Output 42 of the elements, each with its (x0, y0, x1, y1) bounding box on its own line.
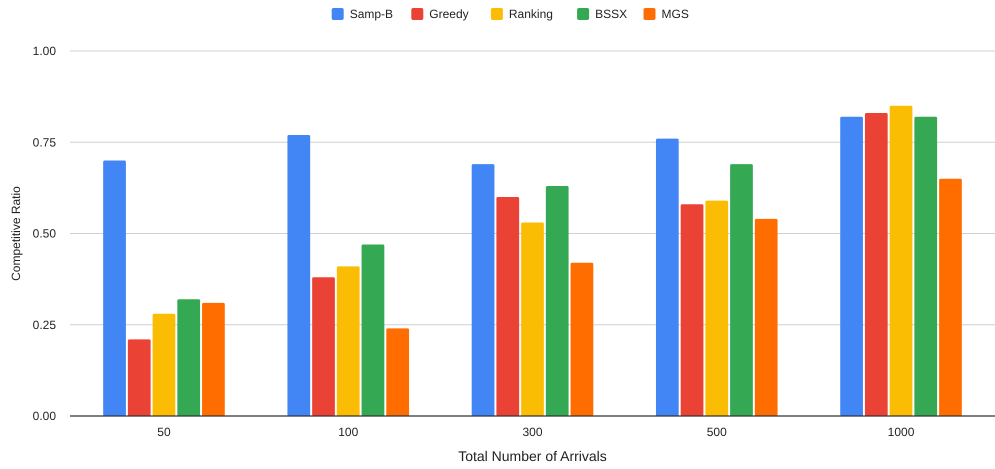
legend-label: Ranking (508, 7, 553, 22)
legend-label: Greedy (429, 7, 469, 22)
bar (546, 186, 569, 416)
x-tick-label: 50 (157, 425, 171, 439)
bar (103, 160, 126, 416)
bar (656, 138, 679, 416)
legend-label: Samp-B (350, 7, 394, 22)
x-tick-label: 300 (522, 425, 543, 439)
y-tick-label: 0.50 (32, 226, 56, 241)
bar (864, 113, 888, 416)
bar (177, 299, 200, 416)
bar (521, 222, 544, 416)
bar (472, 164, 494, 416)
y-axis-title: Competitive Ratio (9, 186, 23, 281)
bar (362, 244, 384, 416)
y-tick-label: 0.75 (32, 135, 56, 150)
bar (939, 178, 962, 416)
bar (680, 204, 704, 416)
bar (705, 200, 728, 416)
bar (754, 218, 778, 416)
bar (128, 339, 151, 416)
bar (570, 262, 594, 416)
bar (386, 328, 410, 416)
y-tick-label: 1.00 (32, 44, 56, 58)
bar (840, 116, 863, 416)
x-axis-title: Total Number of Arrivals (458, 448, 607, 464)
bar (312, 277, 335, 416)
x-tick-label: 500 (706, 425, 728, 439)
y-tick-label: 0.00 (32, 409, 56, 424)
bar (496, 197, 520, 416)
x-tick-label: 1000 (888, 425, 915, 439)
bar (890, 106, 912, 416)
bar (336, 266, 360, 416)
x-tick-label: 100 (338, 425, 359, 439)
legend-label: BSSX (595, 7, 628, 22)
bar (287, 134, 310, 416)
legend-label: MGS (662, 7, 689, 22)
y-tick-label: 0.25 (32, 318, 56, 332)
bar (202, 302, 225, 416)
bar (730, 164, 753, 416)
bar (152, 314, 176, 416)
bar (914, 116, 938, 416)
